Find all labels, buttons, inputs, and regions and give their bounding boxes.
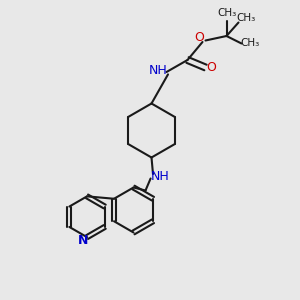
Text: CH₃: CH₃ <box>236 13 256 23</box>
Text: O: O <box>207 61 216 74</box>
Text: NH: NH <box>149 64 167 77</box>
Text: CH₃: CH₃ <box>217 8 236 19</box>
Text: N: N <box>78 234 88 247</box>
Text: O: O <box>194 31 204 44</box>
Text: NH: NH <box>151 170 170 183</box>
Text: CH₃: CH₃ <box>240 38 260 49</box>
